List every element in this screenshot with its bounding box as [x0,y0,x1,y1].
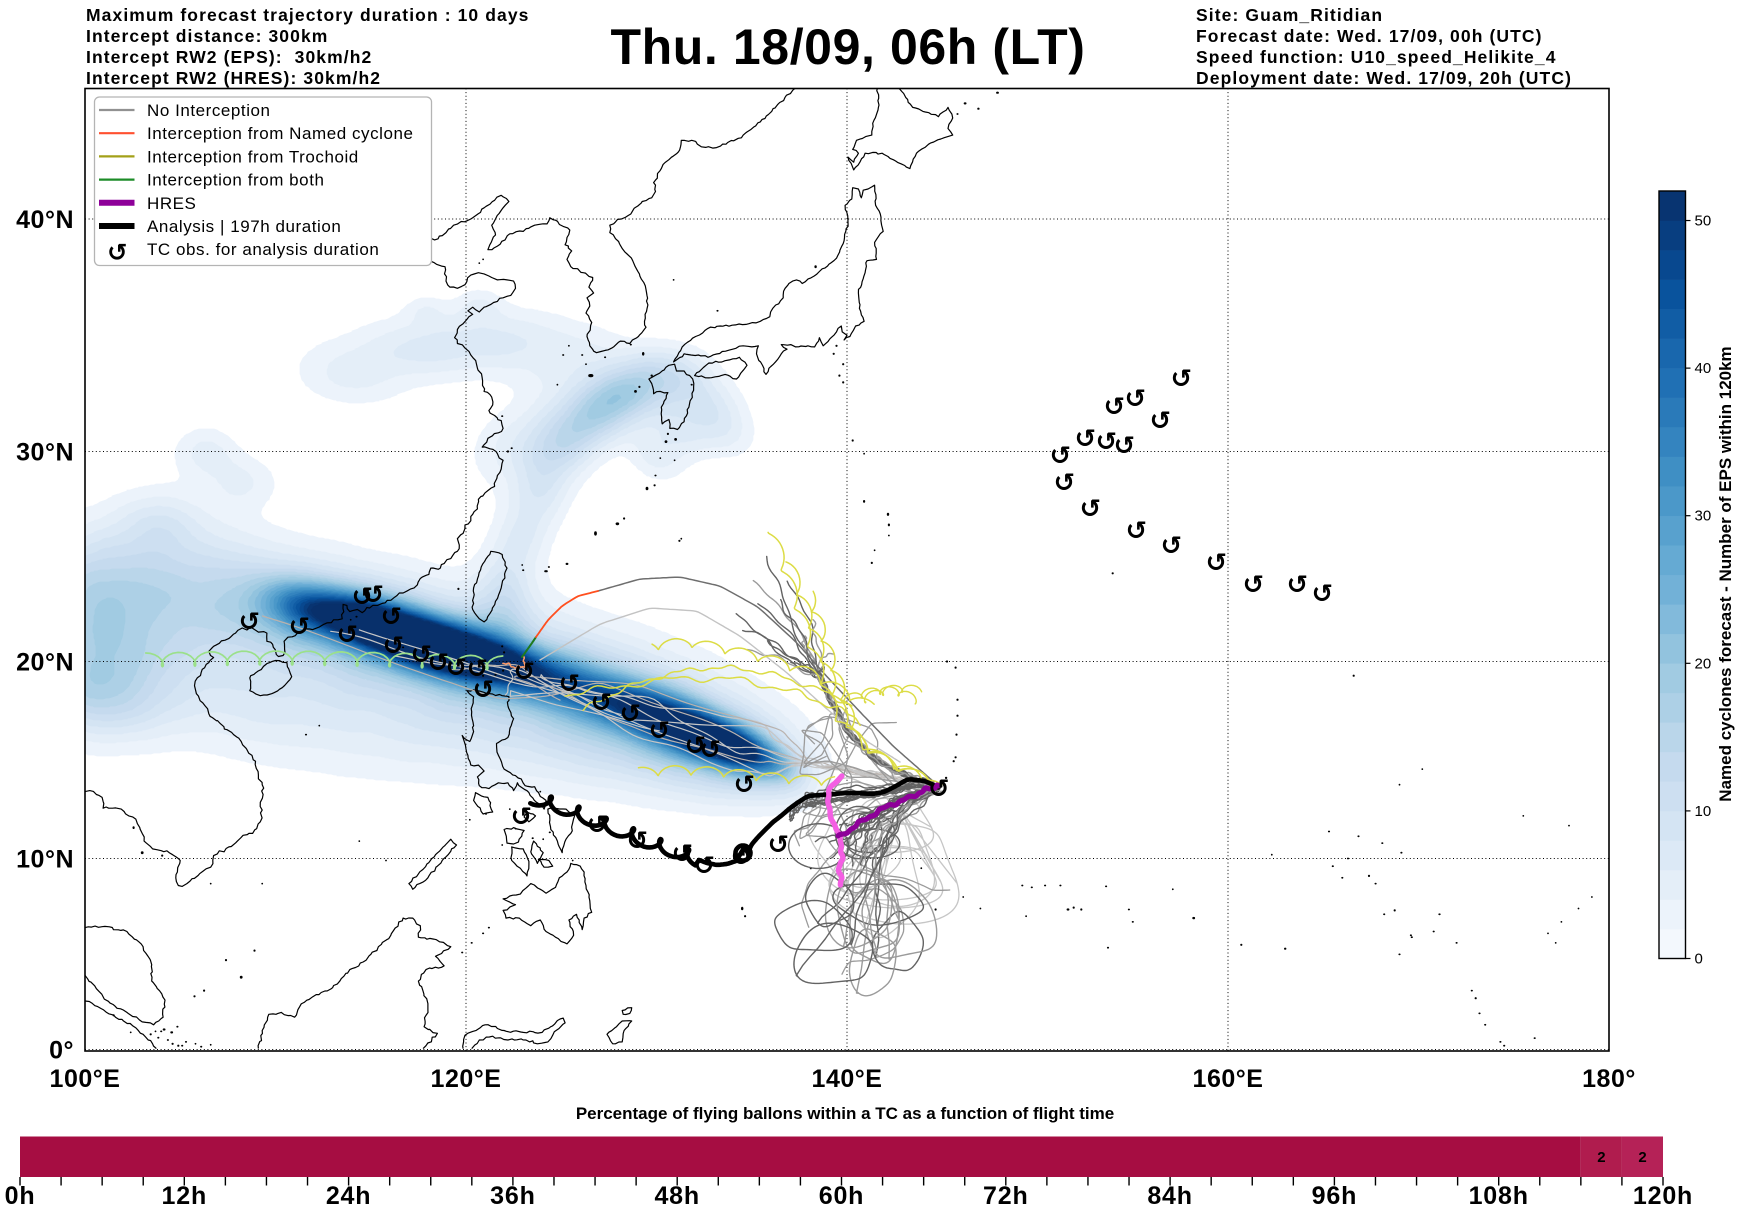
svg-text:Thu. 18/09, 06h (LT): Thu. 18/09, 06h (LT) [610,19,1085,75]
svg-text:Percentage of flying ballons w: Percentage of flying ballons within a TC… [576,1104,1114,1123]
svg-text:Site: Guam_Ritidian: Site: Guam_Ritidian [1196,5,1383,25]
svg-text:120h: 120h [1633,1182,1693,1210]
svg-text:No Interception: No Interception [147,101,271,120]
svg-text:60h: 60h [819,1182,864,1210]
svg-text:Intercept distance: 300km: Intercept distance: 300km [86,26,328,46]
svg-text:96h: 96h [1312,1182,1357,1210]
svg-text:TC obs. for analysis duration: TC obs. for analysis duration [147,240,379,259]
svg-text:120°E: 120°E [431,1065,502,1093]
svg-text:Intercept RW2 (EPS): 30km/h2: Intercept RW2 (EPS): 30km/h2 [86,47,372,67]
svg-text:108h: 108h [1469,1182,1529,1210]
svg-text:20: 20 [1695,655,1712,672]
svg-text:50: 50 [1695,213,1712,230]
svg-text:0°: 0° [49,1037,74,1065]
svg-text:HRES: HRES [147,194,196,213]
svg-text:Forecast date: Wed. 17/09, 00h: Forecast date: Wed. 17/09, 00h (UTC) [1196,26,1543,46]
svg-text:2: 2 [1597,1149,1605,1166]
svg-text:Maximum forecast trajectory du: Maximum forecast trajectory duration : 1… [86,5,530,25]
svg-text:Interception from Named cyclon: Interception from Named cyclone [147,124,414,143]
svg-text:Deployment date: Wed. 17/09, 2: Deployment date: Wed. 17/09, 20h (UTC) [1196,68,1572,88]
svg-text:20°N: 20°N [16,649,74,677]
svg-text:40°N: 40°N [16,206,74,234]
svg-text:48h: 48h [654,1182,699,1210]
svg-text:0: 0 [1695,951,1703,968]
svg-text:30: 30 [1695,508,1712,525]
svg-text:Named cyclones forecast - Numb: Named cyclones forecast - Number of EPS … [1716,346,1735,801]
svg-text:10: 10 [1695,803,1712,820]
svg-text:0h: 0h [5,1182,36,1210]
svg-text:Speed function: U10_speed_Heli: Speed function: U10_speed_Helikite_4 [1196,47,1557,67]
svg-text:30°N: 30°N [16,439,74,467]
svg-text:72h: 72h [983,1182,1028,1210]
svg-text:84h: 84h [1147,1182,1192,1210]
svg-text:24h: 24h [326,1182,371,1210]
svg-text:140°E: 140°E [812,1065,883,1093]
svg-text:40: 40 [1695,360,1712,377]
svg-text:36h: 36h [490,1182,535,1210]
svg-text:100°E: 100°E [50,1065,121,1093]
svg-text:Interception from both: Interception from both [147,171,324,190]
svg-text:160°E: 160°E [1193,1065,1264,1093]
svg-text:10°N: 10°N [16,846,74,874]
svg-text:2: 2 [1638,1149,1646,1166]
svg-text:180°: 180° [1582,1065,1636,1093]
svg-text:Intercept RW2 (HRES): 30km/h2: Intercept RW2 (HRES): 30km/h2 [86,68,381,88]
svg-text:Analysis | 197h duration: Analysis | 197h duration [147,217,341,236]
svg-text:12h: 12h [162,1182,207,1210]
svg-text:Interception from Trochoid: Interception from Trochoid [147,147,359,166]
